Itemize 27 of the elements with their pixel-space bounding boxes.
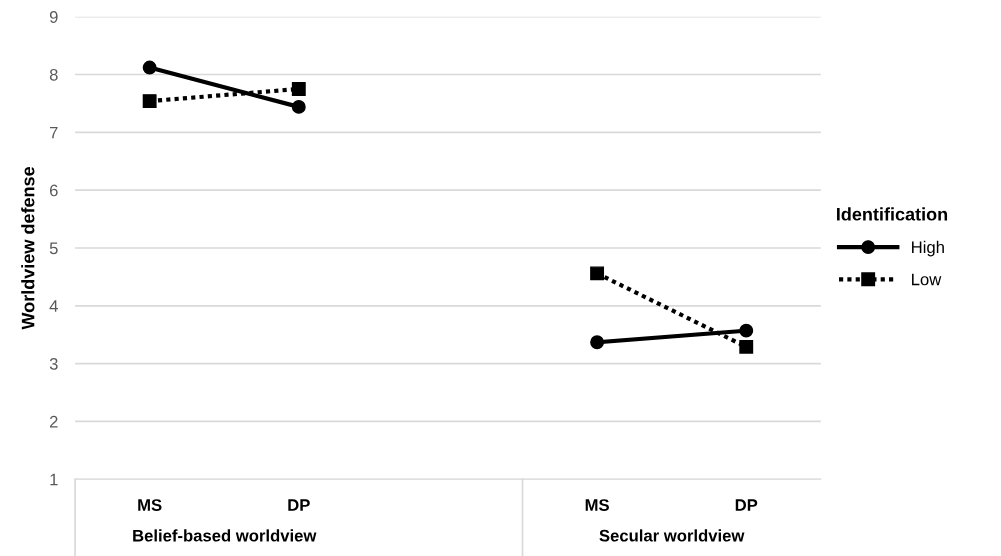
legend-label: High: [912, 240, 944, 257]
y-tick-label: 7: [49, 126, 58, 139]
point: [142, 60, 157, 75]
point: [739, 323, 754, 338]
y-tick-label: 6: [49, 184, 58, 197]
legend-title: Identification: [837, 207, 948, 221]
point: [142, 94, 157, 109]
x-tick-label: DP: [735, 499, 758, 511]
y-tick-label: 8: [49, 68, 58, 81]
legend-label: Low: [912, 273, 942, 286]
text: Secular worldview: [599, 529, 745, 542]
x-tick-label: DP: [288, 499, 310, 511]
point: [291, 99, 306, 114]
point: [739, 339, 754, 354]
x-tick-label: MS: [585, 499, 609, 511]
y-tick-label: 5: [49, 242, 58, 255]
text: Belief-based worldview: [133, 529, 317, 542]
y-tick-label: 2: [49, 415, 58, 428]
y-tick-label: 4: [49, 300, 58, 312]
y-tick-label: 1: [50, 473, 58, 486]
x-tick-label: MS: [138, 499, 162, 511]
y-tick-label: 3: [49, 358, 58, 370]
point: [590, 266, 605, 281]
point: [590, 335, 605, 350]
y-tick-label: 9: [49, 11, 58, 23]
point: [291, 82, 306, 96]
y-axis-title: Worldview defense: [21, 166, 35, 330]
